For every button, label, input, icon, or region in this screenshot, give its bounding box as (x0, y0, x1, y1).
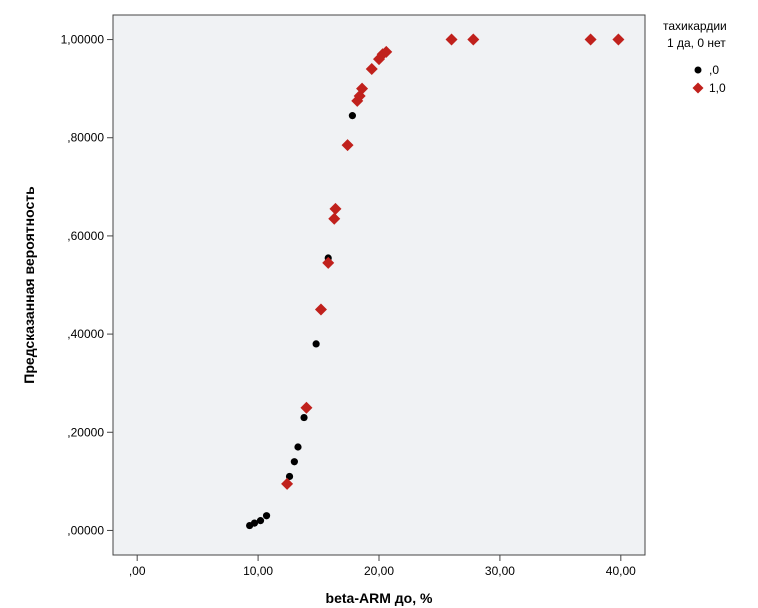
y-axis-title: Предсказанная вероятность (21, 186, 37, 384)
data-point-circle (250, 519, 259, 527)
y-tick-label: 1,00000 (61, 33, 105, 47)
x-tick-label: 10,00 (243, 564, 273, 578)
y-tick-label: ,00000 (67, 523, 104, 537)
data-point-diamond (281, 477, 294, 490)
data-points (246, 33, 625, 530)
data-point-diamond (612, 33, 625, 46)
legend-marker (694, 66, 702, 74)
x-axis-title: beta-ARM до, % (326, 590, 433, 606)
x-axis: ,00 10,00 20,00 30,00 40,00 (129, 555, 636, 578)
data-point-circle (262, 512, 271, 520)
y-tick-label: ,60000 (67, 229, 104, 243)
legend-title-line-2: 1 да, 0 нет (667, 36, 726, 50)
data-point-diamond (380, 45, 393, 58)
data-point-circle (312, 340, 320, 348)
data-point-circle (290, 458, 298, 466)
y-axis: ,00000 ,20000 ,40000 ,60000 ,80000 1,00000 (61, 33, 113, 537)
x-tick-label: 30,00 (485, 564, 515, 578)
data-point-diamond (445, 33, 458, 46)
data-point-diamond (329, 202, 342, 215)
y-tick-label: ,40000 (67, 327, 104, 341)
data-point-diamond (300, 401, 313, 414)
y-tick-label: ,20000 (67, 425, 104, 439)
legend-label: ,0 (709, 63, 719, 77)
x-tick-label: ,00 (129, 564, 146, 578)
data-point-circle (348, 112, 356, 120)
data-point-diamond (356, 82, 369, 95)
data-point-circle (256, 517, 265, 525)
data-point-diamond (322, 256, 335, 269)
legend: тахикардии 1 да, 0 нет ,0 1,0 (663, 19, 727, 95)
data-point-diamond (341, 139, 354, 152)
data-point-diamond (314, 303, 327, 316)
data-point-diamond (365, 63, 378, 75)
legend-title-line-1: тахикардии (663, 19, 727, 33)
data-point-diamond (328, 212, 341, 225)
x-tick-label: 40,00 (606, 564, 636, 578)
data-point-diamond (467, 33, 480, 46)
plot-area (112, 14, 646, 556)
legend-label: 1,0 (709, 81, 726, 95)
data-point-circle (285, 472, 294, 481)
legend-marker (692, 82, 704, 94)
data-point-diamond (584, 33, 597, 46)
x-tick-label: 20,00 (364, 564, 394, 578)
y-tick-label: ,80000 (67, 131, 104, 145)
data-point-circle (294, 443, 302, 451)
data-point-circle (300, 413, 308, 422)
